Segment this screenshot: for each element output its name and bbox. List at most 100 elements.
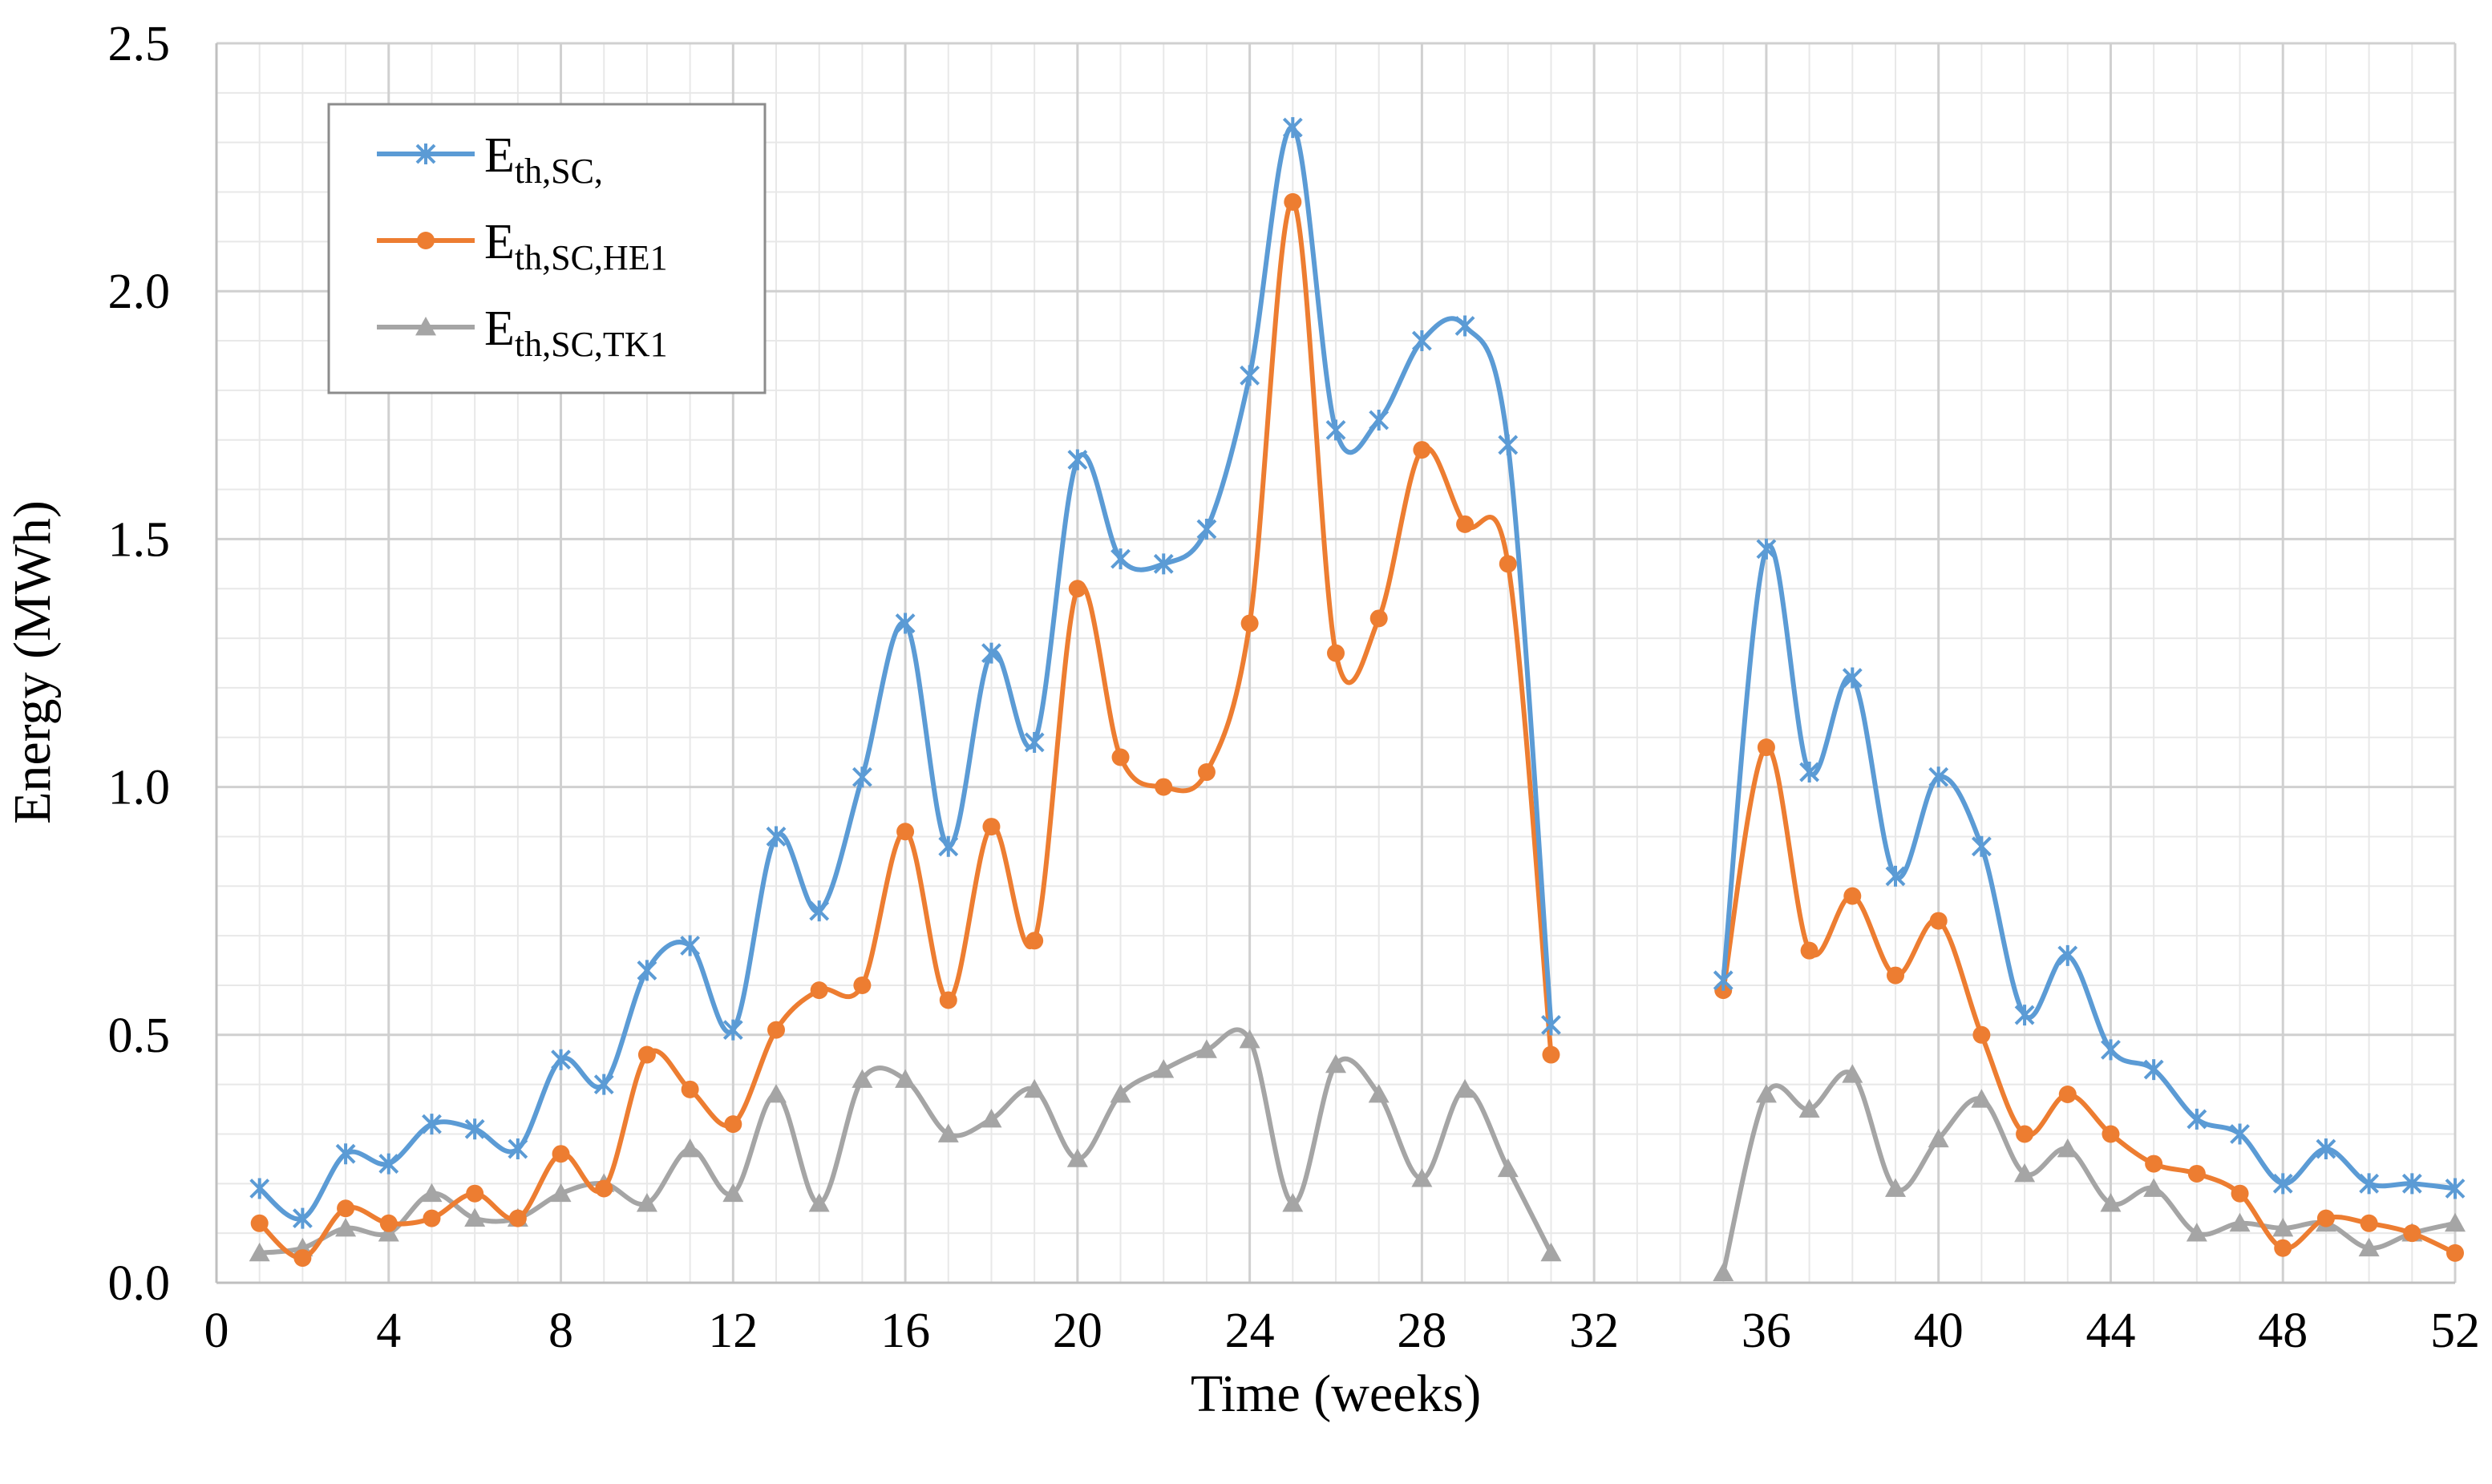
y-tick-labels: 0.0 0.5 1.0 1.5 2.0 2.5 (108, 17, 171, 1311)
data-point (1284, 192, 1302, 211)
data-point (593, 1074, 614, 1095)
data-point (937, 1123, 959, 1142)
legend-label-subscript: th,SC, (515, 152, 603, 191)
y-tick-label: 1.5 (108, 512, 171, 567)
data-point (378, 1153, 399, 1175)
data-point (1456, 515, 1475, 533)
data-point (337, 1199, 355, 1218)
data-point (1026, 932, 1044, 950)
data-point (2401, 1173, 2422, 1195)
data-point (1369, 409, 1390, 431)
data-point (1757, 738, 1775, 757)
data-point (766, 1084, 787, 1103)
data-point (551, 1049, 571, 1070)
legend-marker (417, 232, 435, 249)
data-point (1240, 614, 1259, 633)
series-line (257, 125, 1554, 1222)
data-point (2143, 1059, 2164, 1081)
data-point (1325, 419, 1346, 441)
legend-label: Eth,SC, (484, 128, 603, 191)
x-tick-label: 24 (1225, 1304, 1275, 1358)
data-point (2229, 1212, 2251, 1232)
data-point (853, 976, 872, 994)
data-point (2230, 1123, 2250, 1145)
data-point (1498, 434, 1519, 455)
data-point (637, 960, 657, 981)
data-point (466, 1184, 484, 1203)
data-point (1411, 330, 1432, 352)
data-point (724, 1115, 742, 1134)
data-point (1454, 315, 1475, 337)
data-point (2058, 1086, 2077, 1104)
data-point (1413, 441, 1431, 459)
data-point (895, 1069, 916, 1088)
data-point (1713, 969, 1733, 991)
data-point (2101, 1039, 2121, 1061)
x-tick-label: 44 (2085, 1304, 2135, 1358)
data-point (1197, 763, 1216, 782)
data-point (2143, 1178, 2165, 1197)
data-point (1110, 1084, 1131, 1103)
data-point (808, 1193, 830, 1212)
data-point (2100, 1193, 2122, 1212)
data-point (2445, 1212, 2466, 1232)
data-point (2445, 1178, 2466, 1199)
data-point (1024, 731, 1045, 753)
legend-label-main: E (484, 215, 515, 269)
data-point (1799, 762, 1820, 783)
data-point (1153, 553, 1174, 575)
data-point (1887, 966, 1904, 985)
data-point (1929, 912, 1948, 930)
data-point (939, 991, 957, 1009)
data-point (1282, 117, 1303, 139)
series-line (1721, 1070, 2456, 1274)
data-point (464, 1207, 486, 1227)
data-point (722, 1183, 744, 1203)
data-point (810, 981, 828, 1000)
data-point (2316, 1209, 2335, 1227)
data-point (552, 1145, 570, 1163)
data-point (249, 1178, 270, 1199)
x-tick-label: 12 (708, 1304, 758, 1358)
y-axis-title: Energy (MWh) (3, 500, 62, 824)
data-point (2231, 1184, 2249, 1203)
x-tick-label: 28 (1397, 1304, 1446, 1358)
y-tick-label: 0.5 (108, 1009, 171, 1063)
data-point (2016, 1125, 2034, 1143)
data-point (1542, 1045, 1560, 1064)
series-circle (250, 192, 2464, 1268)
data-point (1540, 1242, 1562, 1262)
data-point (1713, 1262, 1734, 1282)
series-layer (249, 117, 2466, 1282)
data-point (335, 1143, 356, 1165)
data-point (1972, 1025, 1991, 1044)
data-point (1971, 835, 1992, 857)
data-point (895, 613, 916, 634)
data-point (680, 935, 701, 956)
y-tick-label: 1.0 (108, 761, 171, 815)
data-point (2187, 1108, 2207, 1130)
data-point (1756, 538, 1777, 560)
data-point (2316, 1138, 2336, 1160)
data-point (379, 1214, 398, 1232)
data-point (292, 1207, 313, 1229)
legend-label: Eth,SC,HE1 (484, 215, 668, 277)
data-point (1153, 1059, 1175, 1078)
legend-marker (415, 144, 436, 164)
data-point (1842, 1064, 1863, 1083)
data-point (1800, 941, 1818, 960)
data-point (2014, 1163, 2036, 1183)
data-point (1111, 748, 1130, 766)
data-point (852, 1069, 873, 1088)
data-point (981, 642, 1001, 664)
data-point (464, 1118, 485, 1140)
data-point (1798, 1098, 1820, 1118)
y-tick-label: 0.0 (108, 1256, 171, 1311)
data-point (1110, 548, 1131, 570)
data-point (1369, 609, 1388, 628)
x-tick-label: 32 (1569, 1304, 1619, 1358)
data-point (1928, 766, 1949, 788)
